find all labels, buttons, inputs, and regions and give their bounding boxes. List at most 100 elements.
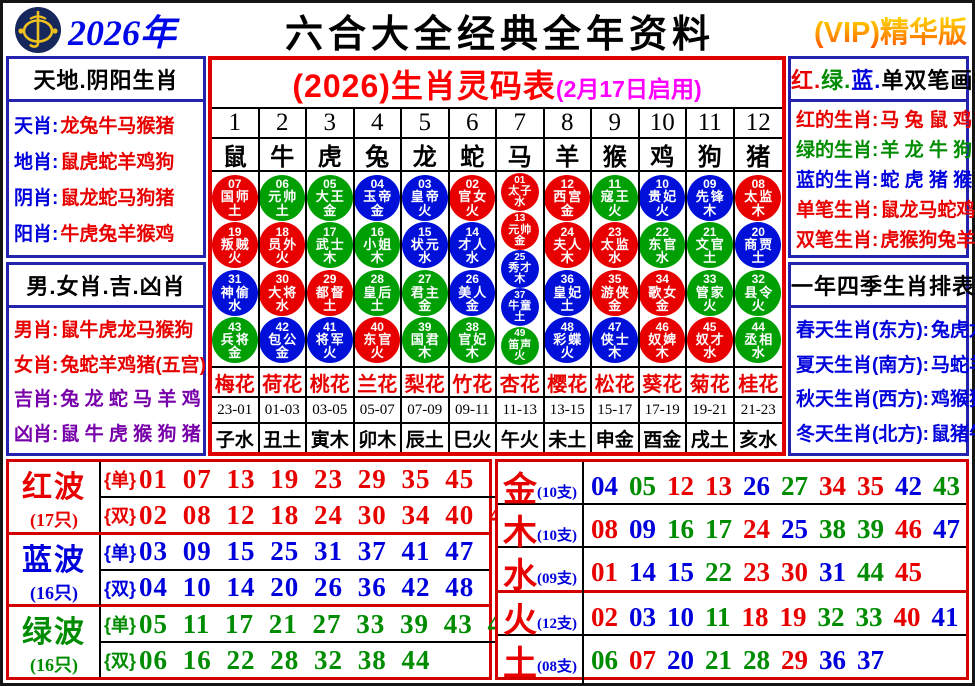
- ball-title: 牛童: [508, 300, 533, 313]
- element-number: 30: [781, 557, 808, 588]
- category-value: 牛虎兔羊猴鸡: [60, 223, 175, 245]
- ball-number: 47: [608, 320, 622, 334]
- ball-stack-cell: 02 官女火 14 才人水 26 美人金 38 官妃木: [449, 172, 497, 368]
- wave-numbers: 04 10 14 20 26 36 42 48: [139, 572, 475, 603]
- element-number: 13: [705, 471, 732, 501]
- zodiac-name-cell: 鼠: [212, 139, 260, 172]
- ball-element: 水: [655, 250, 669, 266]
- wave-numbers: 02 08 12 18 24 30 34 40 46: [139, 499, 519, 530]
- table-title: (2026)生肖灵码表: [292, 68, 556, 104]
- flower-cell: 荷花: [259, 368, 307, 398]
- element-name: 火: [503, 601, 537, 640]
- ball-title: 元帅: [508, 223, 533, 236]
- element-number: 21: [705, 644, 732, 675]
- element-number: 25: [781, 514, 808, 545]
- number-ball: 45 奴才水: [687, 317, 733, 364]
- ball-number: 45: [703, 320, 717, 334]
- column-number-cell: 2: [259, 109, 307, 139]
- ball-title: 管家: [695, 284, 726, 300]
- number-ball: 24 夫人木: [544, 222, 591, 269]
- number-ball: 19 叛贼火: [212, 222, 258, 269]
- number-ball: 08 太监木: [735, 174, 782, 221]
- column-number-cell: 1: [212, 109, 260, 139]
- ball-number: 12: [560, 177, 574, 192]
- ball-number: 39: [418, 320, 432, 334]
- element-number: 10: [667, 601, 694, 632]
- element-row: 金 (10支) 04 05 12 13 26 27 34 35 42 43: [498, 462, 966, 511]
- ball-title: 夫人: [553, 237, 584, 253]
- ball-stack-cell: 09 先锋木 21 文官土 33 管家火 45 奴才水: [687, 172, 735, 368]
- zodiac-name-cell: 兔: [354, 139, 402, 172]
- male-female-lucky-box: 男.女肖.吉.凶肖 男肖: 鼠牛虎龙马猴狗 女肖: 兔蛇羊鸡猪(五宫) 吉肖: 兔 龙 蛇…: [6, 261, 206, 456]
- ball-title: 侠士: [600, 332, 631, 348]
- category-row: 吉肖: 兔 龙 蛇 马 羊 鸡: [14, 384, 201, 411]
- element-row: 水 (09支) 01 14 15 22 23 30 31 44 45: [498, 548, 966, 598]
- number-ball: 43 兵将金: [212, 317, 258, 364]
- category-label: 天肖:: [14, 115, 59, 137]
- element-name: 木: [503, 514, 537, 553]
- element-number: 38: [819, 514, 846, 545]
- number-ball: 25 秀才木: [500, 249, 539, 288]
- wave-rows: {单} 03 09 15 25 31 37 41 47 {双} 04 10 14 20…: [101, 535, 489, 605]
- zodiac-name-cell: 虎: [307, 139, 355, 172]
- earthly-branch-cell: 亥水: [739, 429, 778, 451]
- ball-title: 太子: [508, 185, 533, 198]
- ball-element: 金: [560, 202, 574, 218]
- ball-title: 彩蝶: [553, 332, 584, 348]
- element-numbers: 020310111819323340414849: [584, 593, 966, 642]
- number-ball: 06 元帅土: [259, 174, 306, 221]
- category-row: 绿的生肖: 羊 龙 牛 狗: [796, 135, 972, 162]
- element-label: 水 (09支): [498, 548, 584, 598]
- ball-stack: 09 先锋木 21 文官土 33 管家火 45 奴才水: [687, 172, 733, 366]
- ball-stack-cell: 10 贵妃火 22 东官水 34 歌女金 46 奴婢木: [639, 172, 687, 368]
- number-ball: 14 才人水: [449, 222, 496, 269]
- category-value: 兔蛇羊鸡猪(五宫): [60, 354, 206, 376]
- category-value: 羊 龙 牛 狗: [880, 139, 973, 161]
- brand-logo-icon: [14, 6, 62, 54]
- element-number: 16: [667, 514, 694, 545]
- wave-number-row: {双} 04 10 14 20 26 36 42 48: [101, 571, 489, 605]
- element-name: 水: [503, 557, 537, 596]
- ball-title: 状元: [410, 237, 441, 253]
- column-number-cell: 8: [544, 109, 592, 139]
- number-ball: 37 牛童土: [500, 288, 539, 327]
- ball-stack-cell: 05 大王金 17 武士木 29 都督土 41 将军火: [307, 172, 355, 368]
- element-number: 18: [741, 601, 769, 632]
- element-numbers: 08 09 16 17 24 25 38 39 46 47: [584, 505, 966, 554]
- ball-number: 08: [751, 177, 765, 192]
- category-value: 鸡猴狗: [930, 389, 975, 411]
- zodiac-code-table: (2026)生肖灵码表(2月17日启用) 1 2 3 4 5 6 7 8 9 10 11 12 鼠牛虎兔…: [208, 56, 786, 456]
- coin-emblem-icon: [15, 7, 61, 53]
- ball-element: 金: [465, 297, 479, 313]
- ball-title: 大王: [315, 189, 346, 205]
- ball-stack-cell: 11 寇王火 23 太监水 35 游侠金 47 侠士木: [592, 172, 640, 368]
- time-range-cell: 17-19: [639, 398, 687, 424]
- number-ball: 49 笛声火: [500, 326, 539, 365]
- category-label: 双笔生肖:: [796, 229, 879, 251]
- ball-element: 火: [275, 250, 289, 266]
- element-name: 土: [503, 644, 537, 683]
- time-range-cell: 19-21: [687, 398, 735, 424]
- wave-label: 绿波 (16只): [9, 607, 101, 678]
- category-label: 阳肖:: [14, 223, 59, 245]
- ball-stack: 02 官女火 14 才人水 26 美人金 38 官妃木: [449, 172, 496, 366]
- ball-title: 文官: [695, 237, 726, 253]
- wave-name: 蓝波: [22, 543, 86, 577]
- flower-cell: 梅花: [212, 368, 260, 398]
- category-row: 蓝的生肖: 蛇 虎 猪 猴: [796, 165, 972, 192]
- ball-number: 28: [370, 272, 384, 287]
- number-ball: 07 国师土: [212, 174, 258, 221]
- ball-title: 太监: [744, 189, 775, 205]
- element-number: 47: [933, 514, 960, 545]
- ball-number: 36: [560, 272, 574, 287]
- element-number: 32: [817, 601, 845, 632]
- ball-element: 木: [465, 345, 479, 361]
- zodiac-name-cell: 猪: [734, 139, 782, 172]
- ball-number: 26: [465, 272, 479, 287]
- element-number: 03: [629, 601, 656, 632]
- wave-label: 蓝波 (16只): [9, 534, 101, 605]
- table-effective-date: (2月17日启用): [555, 76, 702, 102]
- ball-number: 22: [655, 224, 669, 239]
- ball-number: 43: [228, 320, 242, 334]
- column-number-cell: 10: [639, 109, 687, 139]
